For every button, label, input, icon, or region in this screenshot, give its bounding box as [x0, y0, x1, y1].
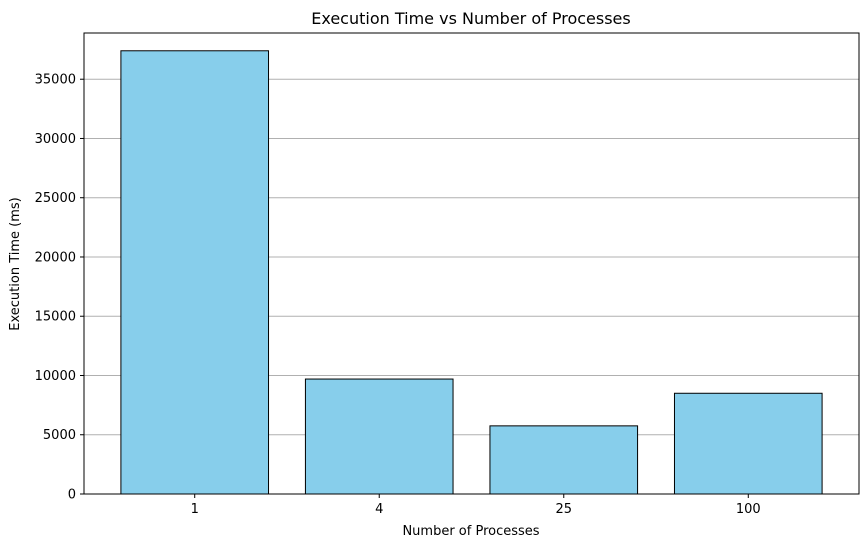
y-tick-label: 0 — [68, 488, 76, 503]
y-tick-label: 15000 — [35, 310, 76, 325]
x-tick-label: 1 — [191, 502, 199, 517]
y-tick-label: 35000 — [35, 73, 76, 88]
bar-25 — [489, 425, 639, 495]
bar-4 — [304, 378, 454, 495]
chart-title: Execution Time vs Number of Processes — [311, 9, 630, 28]
x-tick-label: 4 — [375, 502, 383, 517]
y-tick-label: 30000 — [35, 132, 76, 147]
x-tick-label: 100 — [736, 502, 761, 517]
y-tick-label: 20000 — [35, 250, 76, 265]
y-tick-label: 25000 — [35, 191, 76, 206]
y-axis-label: Execution Time (ms) — [8, 197, 23, 330]
x-axis-ticks: 1 4 25 100 — [191, 494, 761, 517]
y-tick-label: 5000 — [43, 428, 76, 443]
y-axis-ticks: 0 5000 10000 15000 20000 25000 30000 35000 — [35, 73, 84, 503]
x-tick-label: 25 — [555, 502, 572, 517]
x-axis-label: Number of Processes — [402, 524, 539, 539]
bar-1 — [120, 50, 270, 495]
plot-frame — [83, 32, 860, 495]
bars — [120, 50, 823, 495]
y-tick-label: 10000 — [35, 369, 76, 384]
bar-100 — [673, 392, 823, 495]
